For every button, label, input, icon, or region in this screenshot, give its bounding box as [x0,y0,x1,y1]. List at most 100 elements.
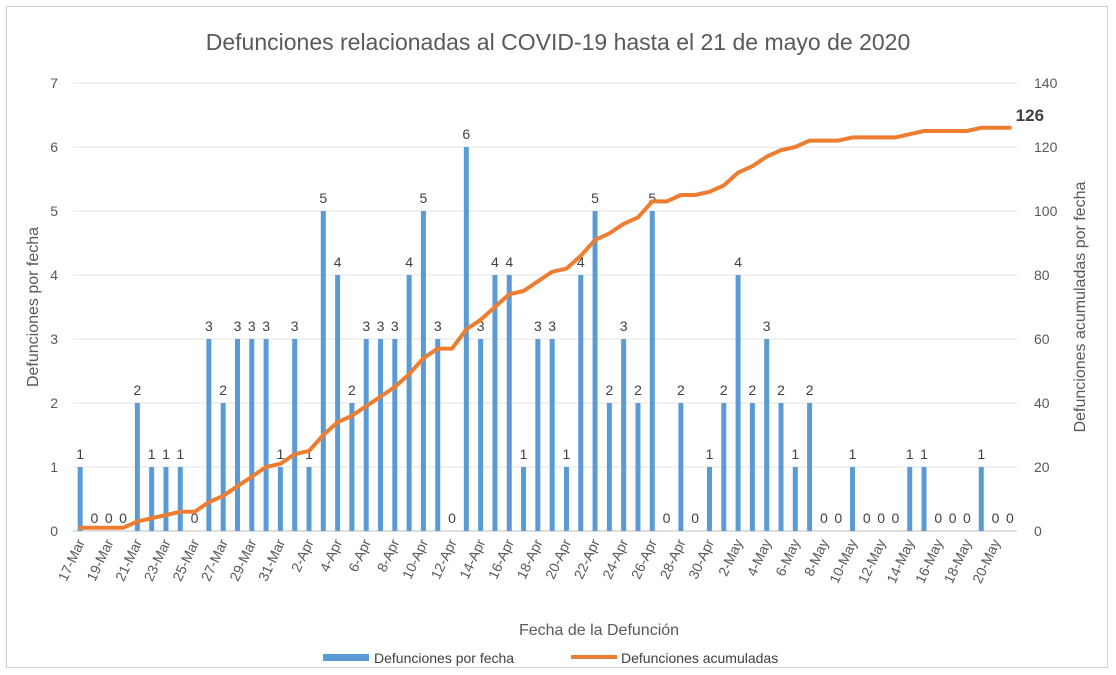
y-tick-label: 0 [50,523,58,539]
bar-data-label: 3 [477,318,485,334]
y-tick-label: 7 [50,75,58,91]
final-cumulative-label: 126 [1016,106,1044,125]
bar [149,467,155,531]
y-tick-label: 3 [50,331,58,347]
bar-data-label: 4 [405,254,413,270]
bar-data-label: 2 [133,382,141,398]
legend: Defunciones por fecha Defunciones acumul… [323,650,778,666]
y2-axis-label: Defunciones acumuladas por fecha [1072,181,1089,432]
y2-axis-ticks: 0 20 40 60 80 100 120 140 [1034,75,1058,539]
bar [578,275,584,531]
bar [907,467,913,531]
x-axis-label: Fecha de la Defunción [519,622,679,639]
bar [392,339,398,531]
y-tick-label: 1 [50,459,58,475]
bar [220,403,226,531]
bar [778,403,784,531]
bar [649,211,655,531]
bar [335,275,341,531]
bar-data-label: 4 [491,254,499,270]
bar-data-label: 0 [877,510,885,526]
y2-tick-label: 60 [1034,331,1050,347]
bar-data-label: 3 [620,318,628,334]
y2-tick-label: 120 [1034,139,1058,155]
legend-label-bars: Defunciones por fecha [374,650,514,666]
legend-swatch-bars [323,654,369,661]
bar [306,467,312,531]
y-tick-label: 5 [50,203,58,219]
bar [435,339,441,531]
bar [77,467,83,531]
bar [621,339,627,531]
bar [807,403,813,531]
bar [492,275,498,531]
x-tick-label: 6-May [772,537,803,579]
x-axis-ticks: 17-Mar19-Mar21-Mar23-Mar25-Mar27-Mar29-M… [55,536,1004,585]
bar [277,467,283,531]
bar-data-label: 3 [391,318,399,334]
bar [606,403,612,531]
bar [764,339,770,531]
bar-data-label: 0 [892,510,900,526]
bar [206,339,212,531]
bar-data-label: 0 [963,510,971,526]
bar-data-label: 5 [648,190,656,206]
x-tick-label: 4-May [743,537,774,579]
y2-tick-label: 0 [1034,523,1042,539]
bar-data-label: 3 [534,318,542,334]
bar-data-label: 3 [548,318,556,334]
bar-data-label: 2 [777,382,785,398]
bar [163,467,169,531]
line-series [78,125,1012,530]
bar-data-label: 3 [234,318,242,334]
bar-data-label: 2 [806,382,814,398]
x-tick-label: 8-Apr [374,536,403,574]
bar-data-label: 0 [1006,510,1014,526]
bar-data-label: 0 [191,510,199,526]
y2-tick-label: 40 [1034,395,1050,411]
chart-frame [6,6,1108,668]
legend-label-line: Defunciones acumuladas [621,650,778,666]
x-tick-label: 4-Apr [316,536,345,574]
bar [592,211,598,531]
bar-data-label: 3 [291,318,299,334]
bar-data-label: 0 [691,510,699,526]
bar [721,403,727,531]
bar-data-label: 0 [91,510,99,526]
bar [378,339,384,531]
bar [263,339,269,531]
bar-data-label: 1 [305,446,313,462]
bar-series [77,147,984,531]
bar-data-label: 1 [849,446,857,462]
chart-title: Defunciones relacionadas al COVID-19 has… [206,29,911,55]
bar [463,147,469,531]
bar-data-label: 0 [834,510,842,526]
bar-data-label: 1 [76,446,84,462]
bar [134,403,140,531]
bar-data-label: 2 [348,382,356,398]
bar-data-label: 4 [734,254,742,270]
x-tick-label: 2-Apr [288,536,317,574]
bar [850,467,856,531]
x-tick-label: 6-Apr [345,536,374,574]
bar [292,339,298,531]
bar [535,339,541,531]
bar [921,467,927,531]
bar-data-label: 0 [863,510,871,526]
y-tick-label: 6 [50,139,58,155]
bar-data-label: 0 [820,510,828,526]
bar-data-label: 3 [434,318,442,334]
y-tick-label: 2 [50,395,58,411]
bar [420,211,426,531]
bar [478,339,484,531]
y2-tick-label: 80 [1034,267,1050,283]
bar-data-label: 3 [205,318,213,334]
bar-data-label: 3 [763,318,771,334]
bar [563,467,569,531]
bar-data-label: 0 [105,510,113,526]
cumulative-line [78,125,1012,530]
bar [978,467,984,531]
bar-data-label: 1 [906,446,914,462]
bar-data-label: 3 [262,318,270,334]
